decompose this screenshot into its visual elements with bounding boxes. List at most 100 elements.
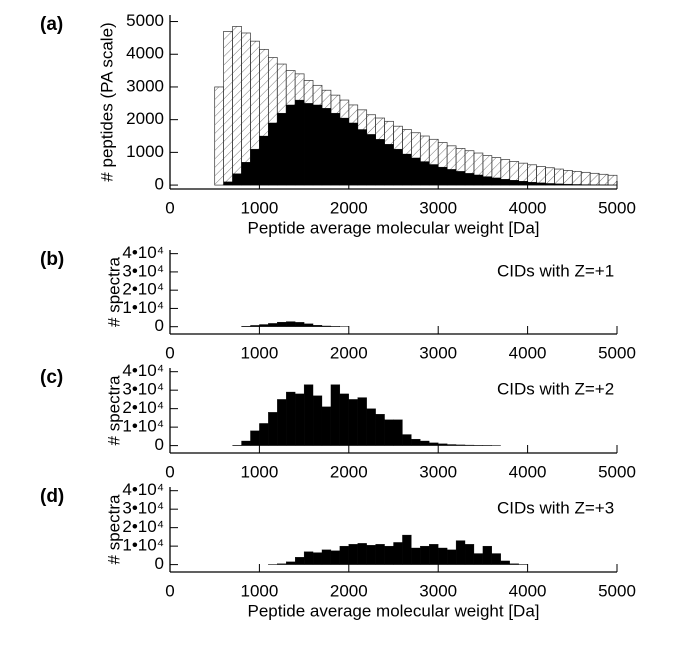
- histogram-bar: [411, 547, 421, 565]
- x-tick-label: 0: [165, 343, 174, 362]
- histogram-bar: [321, 325, 332, 327]
- y-tick-label: 4•10⁴: [122, 480, 164, 499]
- histogram-bar: [375, 544, 385, 565]
- histogram-bar: [420, 545, 430, 565]
- histogram-bar: [598, 173, 609, 186]
- y-axis-label: # spectra: [104, 256, 123, 326]
- histogram-bar: [286, 561, 296, 565]
- histogram-bar: [366, 545, 376, 565]
- histogram-bar: [429, 544, 439, 565]
- histogram-bar: [455, 540, 466, 565]
- histogram-bar: [232, 26, 242, 186]
- histogram-bar: [375, 139, 385, 186]
- histogram-bar: [384, 545, 394, 565]
- y-tick-label: 3•10⁴: [122, 261, 164, 280]
- histogram-bar: [393, 542, 403, 565]
- histogram-bar: [366, 134, 376, 186]
- y-tick-label: 3•10⁴: [122, 499, 164, 518]
- histogram-bar: [482, 176, 492, 186]
- histogram-bar: [482, 545, 492, 565]
- histogram-bar: [384, 419, 394, 446]
- histogram-bar: [446, 549, 457, 565]
- histogram-bar: [348, 122, 358, 186]
- histogram-bar: [572, 184, 582, 186]
- histogram-bar: [330, 384, 341, 446]
- histogram-bar: [393, 419, 403, 446]
- histogram-bar: [536, 182, 546, 186]
- histogram-bar: [312, 552, 323, 565]
- histogram-bar: [295, 393, 305, 446]
- histogram-bar: [250, 325, 260, 327]
- histogram-bar: [455, 171, 466, 186]
- x-tick-label: 0: [165, 198, 174, 217]
- histogram-bar: [500, 179, 510, 186]
- y-axis-label: # spectra: [104, 375, 123, 445]
- x-tick-label: 3000: [419, 462, 457, 481]
- histogram-bar: [527, 181, 537, 186]
- histogram-bar: [312, 325, 323, 327]
- y-axis-label: # spectra: [104, 494, 123, 564]
- histogram-bar: [259, 324, 269, 327]
- histogram-bar: [303, 384, 314, 446]
- histogram-bar: [277, 321, 287, 327]
- histogram-bar: [402, 534, 412, 565]
- histogram-bar: [509, 180, 519, 186]
- histogram-bar: [241, 325, 251, 327]
- histogram-bar: [491, 553, 501, 565]
- histogram-bar: [366, 408, 376, 446]
- histogram-bar: [402, 153, 412, 186]
- y-tick-label: 4000: [126, 44, 164, 63]
- histogram-bar: [348, 399, 358, 446]
- histogram-bar: [429, 442, 439, 446]
- y-tick-label: 0: [155, 554, 164, 573]
- x-tick-label: 1000: [240, 462, 278, 481]
- histogram-bar: [339, 393, 349, 446]
- histogram-bar: [330, 550, 341, 565]
- histogram-bar: [563, 170, 573, 186]
- histogram-bar: [455, 444, 466, 446]
- histogram-bar: [411, 438, 421, 446]
- histogram-bar: [339, 117, 349, 186]
- histogram-bar: [375, 414, 385, 446]
- x-tick-label: 5000: [598, 343, 636, 362]
- x-tick-label: 1000: [240, 343, 278, 362]
- histogram-bar: [241, 440, 251, 446]
- x-tick-label: 2000: [330, 581, 368, 600]
- histogram-bar: [268, 323, 278, 327]
- histogram-bar: [545, 183, 555, 186]
- y-tick-label: 0: [155, 316, 164, 335]
- histogram-bar: [223, 181, 233, 186]
- histogram-bar: [589, 172, 600, 186]
- x-tick-label: 0: [165, 581, 174, 600]
- x-tick-label: 4000: [509, 198, 547, 217]
- histogram-bar: [402, 434, 412, 446]
- y-tick-label: 1000: [126, 142, 164, 161]
- histogram-bar: [607, 174, 618, 186]
- histogram-bar: [330, 112, 341, 186]
- histogram-bar: [464, 444, 475, 446]
- x-tick-label: 5000: [598, 581, 636, 600]
- x-tick-label: 1000: [240, 198, 278, 217]
- x-tick-label: 2000: [330, 462, 368, 481]
- y-tick-label: 4•10⁴: [122, 243, 164, 262]
- histogram-bar: [295, 322, 305, 327]
- histogram-bar: [303, 323, 314, 327]
- panel-label: (d): [40, 486, 64, 507]
- histogram-bar: [295, 557, 305, 565]
- histogram-bar: [241, 162, 251, 186]
- x-tick-label: 3000: [419, 581, 457, 600]
- y-tick-label: 2000: [126, 109, 164, 128]
- histogram-bar: [277, 563, 287, 565]
- histogram-bar: [312, 395, 323, 446]
- y-tick-label: 0: [155, 435, 164, 454]
- annotation: CIDs with Z=+1: [497, 261, 614, 280]
- panel-label: (b): [40, 249, 64, 270]
- histogram-bar: [286, 391, 296, 446]
- y-tick-label: 3•10⁴: [122, 380, 164, 399]
- histogram-bar: [545, 167, 555, 186]
- histogram-bar: [464, 173, 475, 186]
- panel-label: (a): [40, 14, 63, 35]
- y-tick-label: 2•10⁴: [122, 517, 164, 536]
- x-tick-label: 3000: [419, 198, 457, 217]
